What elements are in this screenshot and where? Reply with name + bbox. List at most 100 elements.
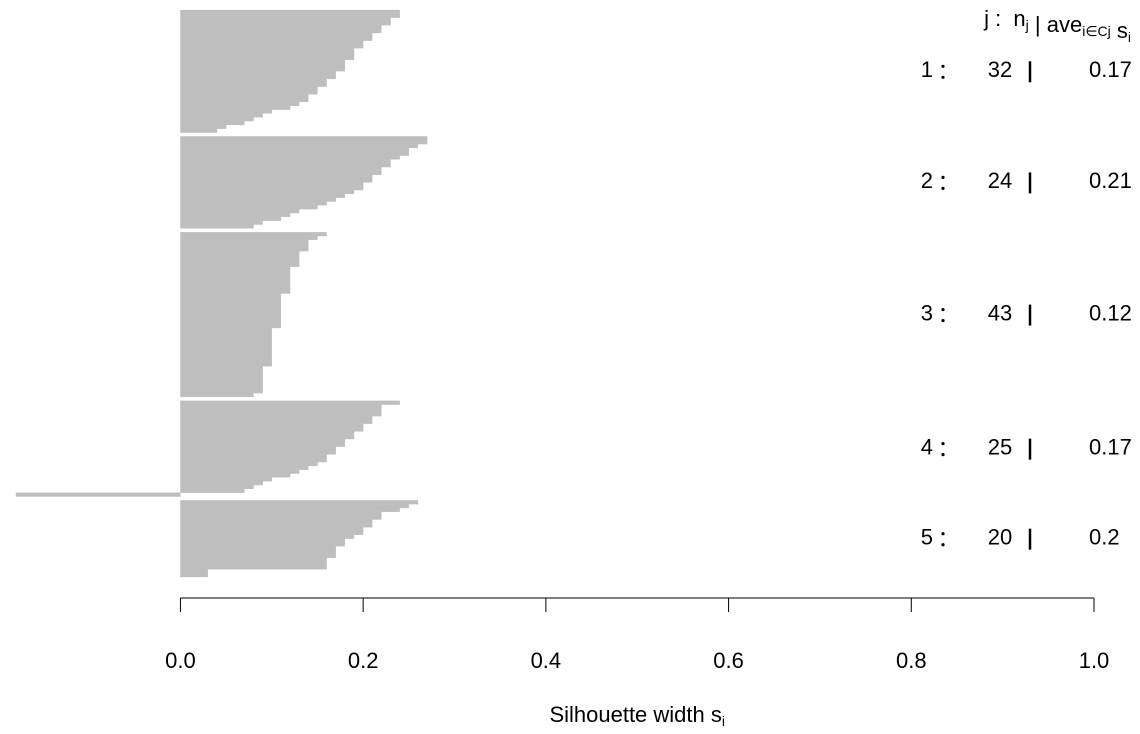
silhouette-bar <box>180 542 346 547</box>
silhouette-bar <box>180 484 254 490</box>
colon-dot <box>941 442 945 446</box>
cluster-average: 0.17 <box>1089 57 1132 82</box>
silhouette-bar <box>180 113 263 118</box>
silhouette-bar <box>180 569 208 574</box>
silhouette-bar <box>180 44 364 49</box>
silhouette-bar <box>180 136 428 141</box>
silhouette-bar <box>180 285 291 290</box>
silhouette-bar <box>180 346 272 352</box>
silhouette-bar <box>180 209 300 214</box>
silhouette-bar <box>180 155 400 160</box>
silhouette-bar <box>180 189 355 195</box>
silhouette-bar <box>180 48 355 53</box>
silhouette-bar <box>180 151 409 156</box>
silhouette-bar <box>180 354 272 359</box>
cluster-size: 43 <box>988 300 1012 325</box>
silhouette-bar <box>180 446 336 451</box>
silhouette-bar <box>180 97 309 103</box>
silhouette-bar <box>180 278 291 283</box>
colon-dot <box>941 307 945 312</box>
silhouette-bar <box>180 412 382 417</box>
silhouette-bar <box>180 450 336 455</box>
x-tick-label: 0.6 <box>713 648 744 673</box>
silhouette-bar <box>180 220 263 225</box>
silhouette-bar <box>180 327 272 332</box>
silhouette-bar <box>180 473 291 478</box>
silhouette-bar <box>180 350 272 355</box>
silhouette-bar <box>180 293 282 298</box>
silhouette-bar <box>180 197 336 202</box>
silhouette-bar <box>180 289 291 294</box>
silhouette-bar <box>180 120 245 126</box>
silhouette-bar <box>180 232 327 237</box>
silhouette-bar <box>180 504 409 509</box>
header-text: s <box>1111 18 1128 43</box>
cluster-size: 25 <box>988 434 1012 459</box>
x-tick-label: 0.8 <box>896 648 927 673</box>
silhouette-bar <box>180 166 382 172</box>
silhouette-bar <box>180 101 300 106</box>
silhouette-bar <box>180 109 272 114</box>
cluster-label: 1 <box>921 57 933 82</box>
silhouette-bar <box>180 519 373 524</box>
silhouette-bar <box>180 274 291 279</box>
silhouette-bar <box>180 17 391 22</box>
silhouette-bar <box>180 442 346 447</box>
silhouette-bar <box>180 538 346 543</box>
silhouette-bar <box>180 140 428 145</box>
silhouette-bar <box>180 553 336 558</box>
silhouette-bar <box>180 71 336 76</box>
colon-dot <box>941 318 945 323</box>
x-axis-label: Silhouette width si <box>549 702 725 729</box>
silhouette-bar <box>180 262 300 267</box>
silhouette-bar <box>180 78 327 83</box>
silhouette-bar <box>180 9 400 14</box>
silhouette-bar <box>180 400 400 405</box>
x-tick-label: 1.0 <box>1079 648 1110 673</box>
silhouette-bar <box>180 105 291 110</box>
silhouette-bar <box>180 530 364 536</box>
silhouette-bar <box>180 454 327 459</box>
silhouette-bar <box>180 243 309 248</box>
silhouette-bar <box>180 36 373 41</box>
cluster-label: 5 <box>921 525 933 550</box>
silhouette-bar <box>180 408 382 413</box>
silhouette-bar <box>180 186 364 191</box>
silhouette-bar <box>180 316 282 321</box>
x-label-subscript: i <box>722 713 725 729</box>
silhouette-bar <box>180 201 327 206</box>
silhouette-bar <box>180 461 318 467</box>
silhouette-bar <box>180 404 382 409</box>
cluster-label: 2 <box>921 168 933 193</box>
silhouette-bar <box>180 94 309 99</box>
silhouette-bar <box>180 281 291 286</box>
x-tick-label: 0.4 <box>531 648 562 673</box>
silhouette-bar <box>180 392 254 398</box>
silhouette-bar <box>180 358 272 363</box>
silhouette-bar <box>180 573 208 578</box>
silhouette-bar <box>180 515 382 520</box>
silhouette-bar <box>180 178 373 183</box>
silhouette-bar <box>180 323 282 329</box>
colon-dot <box>941 453 945 457</box>
silhouette-bar <box>180 235 318 241</box>
silhouette-bar <box>180 550 336 555</box>
silhouette-bar <box>180 565 327 570</box>
silhouette-bar <box>180 13 400 18</box>
silhouette-bar <box>180 51 355 57</box>
cluster-average: 0.2 <box>1089 525 1120 550</box>
silhouette-bar <box>15 492 181 497</box>
silhouette-bar <box>180 500 419 505</box>
silhouette-bar <box>180 25 382 30</box>
header-text: j : n <box>983 6 1026 31</box>
silhouette-bar <box>180 216 282 221</box>
silhouette-bar <box>180 143 419 149</box>
silhouette-bar <box>180 63 346 68</box>
silhouette-bar <box>180 32 373 37</box>
silhouette-bar <box>180 546 336 551</box>
silhouette-bar <box>180 147 409 152</box>
x-tick-label: 0.0 <box>165 648 196 673</box>
silhouette-bar <box>180 377 263 382</box>
silhouette-bar <box>180 55 355 60</box>
